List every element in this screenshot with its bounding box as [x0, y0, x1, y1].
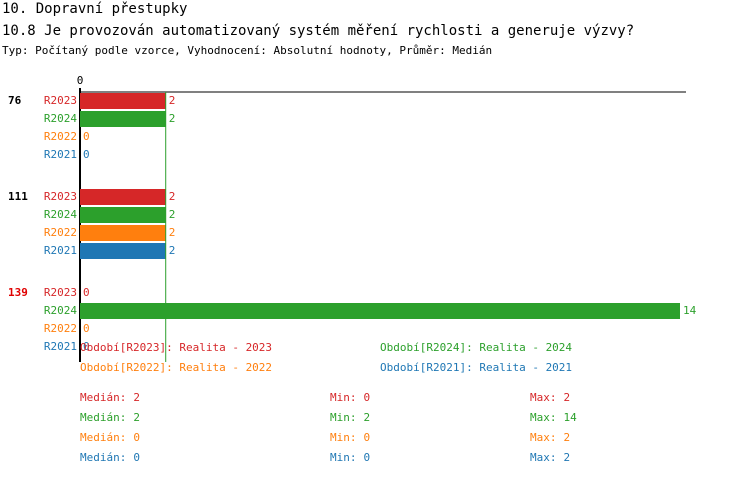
stat: Max: 14: [530, 411, 577, 424]
series-label: R2022: [44, 226, 77, 239]
subtitle: Typ: Počítaný podle vzorce, Vyhodnocení:…: [2, 44, 492, 57]
stat-label: Medián:: [80, 411, 126, 424]
bar: [80, 93, 166, 109]
stat: Min: 0: [330, 431, 370, 444]
stat: Min: 2: [330, 411, 370, 424]
series-label: R2021: [44, 148, 77, 161]
value-label: 2: [169, 190, 176, 203]
value-label: 0: [83, 340, 90, 353]
stat-value: 0: [364, 451, 371, 464]
stat: Medián: 0: [80, 431, 140, 444]
legend-entry: Období[R2022]: Realita - 2022: [80, 361, 272, 374]
stat-value: 2: [364, 411, 371, 424]
value-label: 2: [169, 244, 176, 257]
legend-entry: Období[R2023]: Realita - 2023: [80, 341, 272, 354]
bar: [80, 225, 166, 241]
stat-label: Max:: [530, 431, 557, 444]
stat: Max: 2: [530, 391, 570, 404]
stat-value: 2: [564, 431, 571, 444]
stat: Medián: 2: [80, 411, 140, 424]
stat-value: 2: [564, 391, 571, 404]
stat-label: Max:: [530, 451, 557, 464]
series-label: R2023: [44, 286, 77, 299]
value-label: 2: [169, 208, 176, 221]
value-label: 14: [683, 304, 697, 317]
stat: Medián: 0: [80, 451, 140, 464]
stat-label: Medián:: [80, 391, 126, 404]
stat-label: Medián:: [80, 431, 126, 444]
stat-label: Max:: [530, 411, 557, 424]
value-label: 0: [83, 286, 90, 299]
stat: Max: 2: [530, 451, 570, 464]
bar: [80, 243, 166, 259]
series-label: R2022: [44, 322, 77, 335]
bar: [80, 111, 166, 127]
value-label: 2: [169, 94, 176, 107]
stat-value: 0: [133, 431, 140, 444]
legend-entry: Období[R2021]: Realita - 2021: [380, 361, 572, 374]
stat-value: 14: [564, 411, 578, 424]
series-label: R2021: [44, 340, 77, 353]
stat-value: 0: [364, 431, 371, 444]
stat-label: Max:: [530, 391, 557, 404]
stat-value: 2: [564, 451, 571, 464]
series-label: R2022: [44, 130, 77, 143]
title: 10. Dopravní přestupky: [2, 1, 187, 17]
value-label: 0: [83, 322, 90, 335]
stat-value: 0: [364, 391, 371, 404]
bar: [80, 207, 166, 223]
value-label: 2: [169, 226, 176, 239]
stat-label: Min:: [330, 391, 357, 404]
stat-value: 0: [133, 451, 140, 464]
question: 10.8 Je provozován automatizovaný systém…: [2, 23, 634, 39]
legend-entry: Období[R2024]: Realita - 2024: [380, 341, 572, 354]
series-label: R2021: [44, 244, 77, 257]
category-label: 111: [8, 190, 28, 203]
stat: Medián: 2: [80, 391, 140, 404]
value-label: 0: [83, 130, 90, 143]
stat: Min: 0: [330, 391, 370, 404]
value-label: 2: [169, 112, 176, 125]
stat-value: 2: [133, 391, 140, 404]
stat: Max: 2: [530, 431, 570, 444]
series-label: R2023: [44, 94, 77, 107]
stat-label: Min:: [330, 431, 357, 444]
value-label: 0: [83, 148, 90, 161]
series-label: R2024: [44, 208, 77, 221]
stat-value: 2: [133, 411, 140, 424]
series-label: R2023: [44, 190, 77, 203]
stat: Min: 0: [330, 451, 370, 464]
stat-label: Min:: [330, 411, 357, 424]
bar: [80, 303, 680, 319]
category-label: 76: [8, 94, 22, 107]
stat-label: Medián:: [80, 451, 126, 464]
series-label: R2024: [44, 112, 77, 125]
series-label: R2024: [44, 304, 77, 317]
stat-label: Min:: [330, 451, 357, 464]
x-tick-label: 0: [77, 74, 84, 87]
category-label: 139: [8, 286, 28, 299]
bar: [80, 189, 166, 205]
